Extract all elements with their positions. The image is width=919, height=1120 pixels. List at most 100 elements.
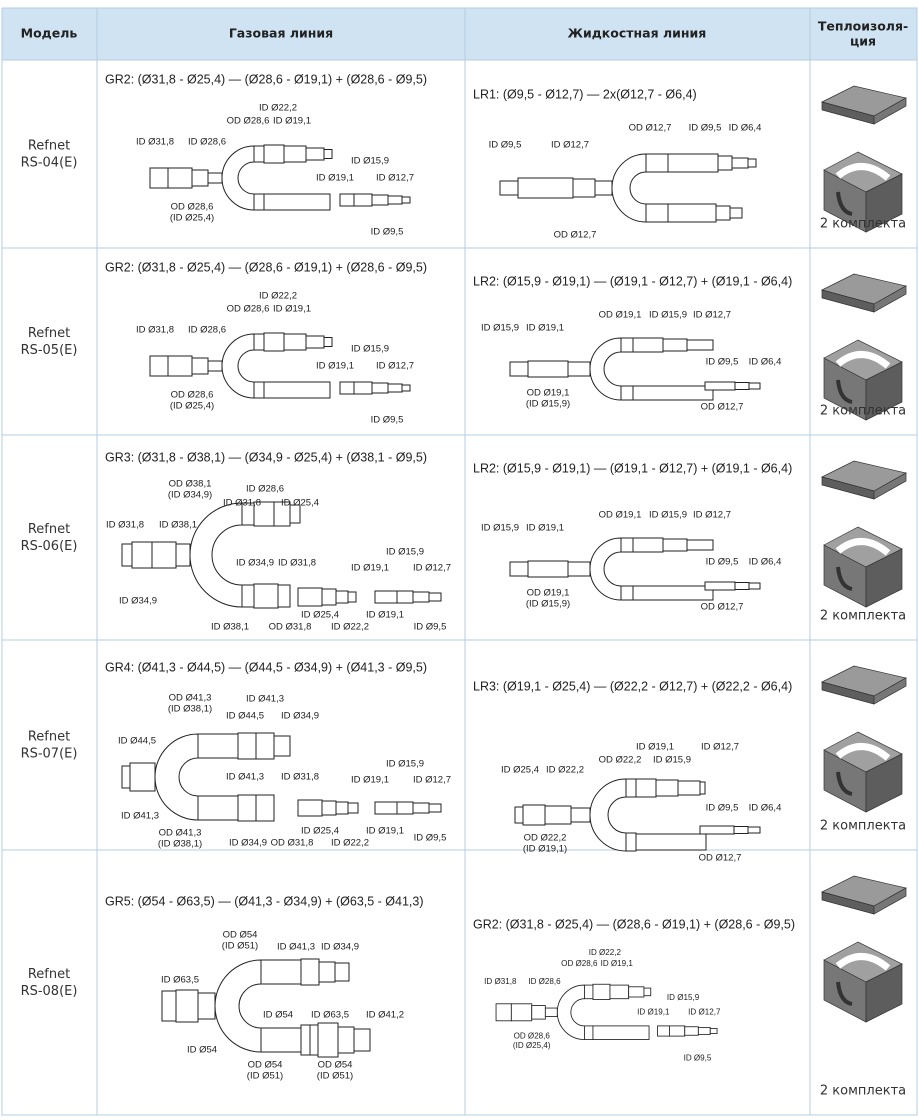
u-bend (589, 337, 622, 401)
dimension-label: ID Ø19,1 (351, 775, 389, 786)
pipe-segment (253, 193, 265, 211)
model-name: Refnet RS-08(E) (21, 967, 78, 999)
dimension-label: ID Ø9,5 (371, 415, 404, 426)
plate-side (873, 285, 907, 313)
dimension-label: ID Ø15,9 (481, 323, 519, 334)
pipe-segment (715, 205, 731, 221)
dimension-label: ID Ø9,5 (414, 833, 447, 844)
gas-formula: GR2: (Ø31,8 - Ø25,4) — (Ø28,6 - Ø19,1) +… (105, 72, 427, 86)
dimension-label: ID Ø15,9 (351, 156, 389, 167)
liquid-formula: LR3: (Ø19,1 - Ø25,4) — (Ø22,2 - Ø12,7) +… (473, 679, 792, 693)
dimension-label: ID Ø22,2 (259, 103, 297, 114)
pipe-segment (572, 178, 596, 198)
dimension-label: ID Ø9,5 (489, 140, 522, 151)
dimension-label: ID Ø31,8 (106, 520, 144, 531)
dimension-label: ID Ø34,9 (321, 942, 359, 953)
insulation-count: 2 комплекта (820, 819, 906, 834)
dimension-label: OD Ø19,1 (599, 310, 642, 321)
pipe-segment (495, 1003, 512, 1022)
dimension-label: ID Ø12,7 (413, 563, 451, 574)
dimension-label: OD Ø12,7 (554, 230, 597, 241)
pipe-segment (387, 195, 403, 205)
pipe-segment (255, 794, 275, 822)
dimension-label: OD Ø54 (ID Ø51) (222, 929, 258, 951)
dimension-label: OD Ø12,7 (699, 853, 742, 864)
insulation-clamp (823, 151, 903, 233)
pipe-segment (260, 959, 302, 985)
clamp-groove (835, 538, 891, 556)
dimension-label: OD Ø31,8 (269, 622, 312, 633)
insulation-clamp (823, 339, 903, 421)
pipe-segment (522, 804, 546, 826)
dimension-label: OD Ø22,2 (599, 755, 642, 766)
dimension-label: ID Ø9,5 (684, 1053, 712, 1062)
dimension-label: ID Ø19,1 (366, 610, 404, 621)
pipe-segment (699, 781, 706, 795)
insulation-clamp (823, 941, 903, 1023)
dimension-label: ID Ø9,5 (706, 557, 739, 568)
pipe-segment (625, 778, 637, 798)
pipe-segment (323, 149, 333, 159)
insulation-plate (821, 460, 907, 500)
dimension-label: OD Ø28,6 (227, 304, 270, 315)
pipe-segment (594, 180, 613, 196)
dimension-label: ID Ø19,1 (351, 563, 389, 574)
dimension-label: ID Ø63,5 (161, 975, 199, 986)
header-cell: Жидкостная линия (568, 26, 707, 41)
pipe-segment (677, 780, 701, 796)
dimension-label: ID Ø19,1 (526, 323, 564, 334)
table-border (1, 7, 918, 1116)
gas-formula: GR4: (Ø41,3 - Ø44,5) — (Ø44,5 - Ø34,9) +… (105, 660, 427, 674)
gas-formula: GR2: (Ø31,8 - Ø25,4) — (Ø28,6 - Ø19,1) +… (105, 260, 427, 274)
dimension-label: ID Ø19,1 (601, 959, 634, 968)
pipe-segment (253, 333, 265, 351)
pipe-segment (300, 958, 320, 986)
dimension-label: OD Ø28,6 (561, 959, 598, 968)
pipe-segment (353, 1028, 371, 1052)
insulation-clamp (823, 731, 903, 813)
gas-formula: GR5: (Ø54 - Ø63,5) — (Ø41,3 - Ø34,9) + (… (105, 894, 424, 908)
dimension-label: ID Ø15,9 (351, 344, 389, 355)
pipe-segment (635, 833, 707, 851)
dimension-label: ID Ø28,6 (188, 137, 226, 148)
pipe-segment (567, 561, 591, 577)
liquid-diagram: ID Ø15,9 ID Ø19,1 OD Ø19,1 ID Ø15,9 ID Ø12,7… (481, 310, 781, 413)
clamp-groove (835, 743, 891, 761)
dimension-label: ID Ø9,5 (706, 803, 739, 814)
pipe-segment (317, 1022, 339, 1058)
dimension-label: ID Ø9,5 (689, 123, 722, 134)
pipe-segment (339, 193, 355, 207)
dimension-label: OD Ø12,7 (701, 602, 744, 613)
clamp-slot (836, 191, 853, 216)
pipe-segment (669, 1025, 686, 1037)
pipe-segment (334, 962, 350, 982)
dimension-label: OD Ø22,2 (ID Ø19,1) (523, 832, 567, 854)
model-name: Refnet RS-04(E) (21, 138, 78, 170)
dimension-label: ID Ø6,4 (749, 557, 782, 568)
dimension-label: ID Ø41,3 (226, 772, 264, 783)
clamp-side (865, 173, 903, 233)
dimension-label: ID Ø38,1 (211, 622, 249, 633)
pipe-segment (544, 1007, 558, 1017)
dimension-label: ID Ø44,5 (226, 711, 264, 722)
pipe-segment (734, 382, 750, 390)
dimension-label: OD Ø28,6 (ID Ø25,4) (170, 201, 214, 223)
dimension-label: OD Ø28,6 (227, 116, 270, 127)
gas-diagram: OD Ø41,3 (ID Ø38,1) ID Ø41,3 ID Ø44,5 ID Ø34… (118, 692, 451, 849)
dimension-label: OD Ø28,6 (ID Ø25,4) (170, 389, 214, 411)
dimension-label: ID Ø9,5 (706, 357, 739, 368)
pipe-segment (321, 800, 337, 816)
u-bend (221, 145, 255, 211)
pipe-segment (584, 1025, 594, 1040)
dimension-label: ID Ø6,4 (749, 803, 782, 814)
pipe-segment (412, 802, 430, 814)
pipe-segment (625, 832, 637, 852)
dimension-label: ID Ø31,8 (136, 137, 174, 148)
dimension-label: ID Ø19,1 (316, 361, 354, 372)
u-bend (154, 733, 199, 821)
dimension-label: OD Ø31,8 (271, 838, 314, 849)
pipe-segment (374, 801, 398, 815)
pipe-segment (667, 153, 719, 173)
pipe-segment (527, 360, 569, 378)
